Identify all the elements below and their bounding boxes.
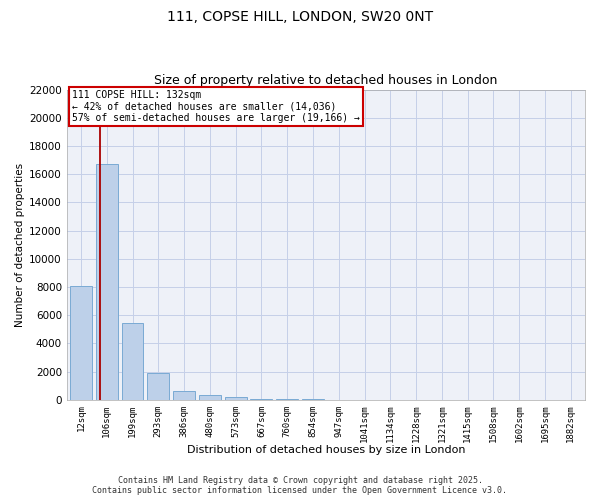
Bar: [199, 395, 221, 400]
Bar: [173, 390, 195, 400]
Bar: [276, 399, 298, 400]
Text: 111 COPSE HILL: 132sqm
← 42% of detached houses are smaller (14,036)
57% of semi: 111 COPSE HILL: 132sqm ← 42% of detached…: [72, 90, 360, 123]
Bar: [148, 373, 169, 400]
Bar: [122, 323, 143, 400]
Title: Size of property relative to detached houses in London: Size of property relative to detached ho…: [154, 74, 497, 87]
Text: Contains HM Land Registry data © Crown copyright and database right 2025.
Contai: Contains HM Land Registry data © Crown c…: [92, 476, 508, 495]
Bar: [224, 397, 247, 400]
Y-axis label: Number of detached properties: Number of detached properties: [15, 162, 25, 326]
Bar: [70, 286, 92, 400]
Bar: [96, 164, 118, 400]
Bar: [250, 398, 272, 400]
X-axis label: Distribution of detached houses by size in London: Distribution of detached houses by size …: [187, 445, 465, 455]
Text: 111, COPSE HILL, LONDON, SW20 0NT: 111, COPSE HILL, LONDON, SW20 0NT: [167, 10, 433, 24]
